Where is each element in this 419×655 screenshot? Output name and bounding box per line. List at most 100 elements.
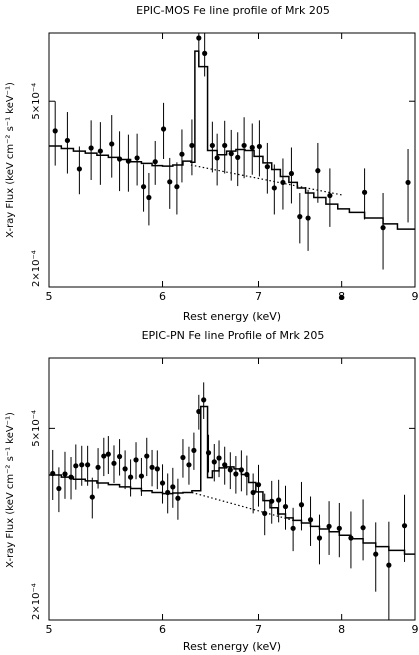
- data-point: [262, 510, 268, 516]
- data-point: [127, 474, 134, 480]
- data-point: [175, 495, 181, 501]
- data-point: [360, 525, 366, 531]
- data-point: [202, 50, 208, 56]
- data-point: [361, 189, 368, 195]
- data-point: [160, 126, 167, 132]
- data-point: [144, 453, 150, 459]
- x-tick-label: 9: [412, 290, 419, 303]
- data-point: [154, 466, 160, 472]
- data-point: [152, 159, 158, 165]
- data-point: [149, 464, 155, 470]
- data-point: [64, 137, 71, 144]
- x-tick-label: 5: [46, 290, 53, 303]
- data-point: [316, 535, 323, 541]
- data-point: [109, 141, 115, 147]
- plot-frame: [48, 357, 416, 621]
- data-point: [196, 35, 202, 41]
- x-tick-label: 5: [46, 623, 53, 636]
- data-point: [180, 454, 186, 461]
- data-point: [227, 467, 233, 473]
- x-axis-label: Rest energy (keV): [183, 640, 281, 653]
- data-point: [288, 170, 295, 177]
- data-point: [140, 184, 147, 190]
- data-point: [271, 185, 277, 191]
- data-point: [101, 453, 107, 459]
- continuum-dotted-line: [191, 491, 294, 521]
- data-point: [228, 151, 234, 157]
- data-point: [280, 179, 286, 186]
- data-point: [214, 155, 220, 161]
- y-tick-label: 2×10⁻⁴: [31, 583, 42, 620]
- data-point: [305, 215, 311, 221]
- data-point: [401, 523, 408, 529]
- data-point: [373, 551, 379, 557]
- x-tick-label: 7: [255, 290, 262, 303]
- data-point: [264, 164, 270, 170]
- data-point: [56, 485, 62, 492]
- data-point: [179, 151, 185, 157]
- x-tick-label: 8: [338, 623, 345, 636]
- y-axis-label: X-ray Flux (keV cm⁻² s⁻¹ keV⁻¹): [5, 412, 16, 568]
- data-point: [146, 194, 152, 201]
- data-point: [89, 494, 95, 500]
- data-point: [216, 455, 222, 461]
- data-point: [233, 471, 239, 477]
- data-point: [191, 447, 197, 454]
- y-tick-label: 5×10⁻⁴: [31, 410, 42, 447]
- data-point: [250, 489, 256, 496]
- data-point: [255, 482, 262, 488]
- data-point: [97, 148, 103, 154]
- data-point: [159, 480, 166, 486]
- plot-frame: [48, 32, 416, 288]
- data-point: [380, 225, 386, 231]
- data-point: [138, 473, 145, 479]
- data-point: [327, 192, 333, 199]
- chart-panel-pn: EPIC-PN Fe line Profile of Mrk 205 5 6 7 8 9…: [5, 329, 419, 653]
- data-point: [62, 471, 68, 477]
- data-point: [79, 462, 85, 468]
- data-point: [73, 463, 79, 469]
- data-point: [76, 166, 82, 172]
- data-point: [116, 453, 123, 460]
- data-point: [186, 462, 192, 468]
- data-point: [95, 464, 101, 470]
- y-tick-label: 2×10⁻⁴: [31, 250, 42, 287]
- data-point: [88, 145, 94, 151]
- x-tick-label: 7: [255, 623, 262, 636]
- data-point: [307, 517, 314, 523]
- data-point: [249, 144, 255, 151]
- chart-title: EPIC-MOS Fe line profile of Mrk 205: [136, 4, 330, 17]
- data-point: [122, 466, 128, 472]
- data-point: [105, 451, 111, 457]
- data-point: [133, 457, 139, 463]
- data-point: [339, 294, 345, 300]
- data-point: [170, 484, 176, 490]
- data-point: [111, 460, 117, 466]
- y-tick-label: 5×10⁻⁴: [31, 83, 42, 120]
- data-point: [209, 142, 215, 149]
- model-step-line: [49, 405, 415, 555]
- data-point: [189, 142, 195, 149]
- continuum-dotted-line: [190, 164, 342, 196]
- data-point: [297, 214, 303, 220]
- chart-title: EPIC-PN Fe line Profile of Mrk 205: [142, 329, 325, 342]
- x-tick-label: 9: [412, 623, 419, 636]
- data-point: [241, 142, 247, 149]
- data-point: [326, 523, 332, 529]
- x-tick-label: 6: [159, 290, 166, 303]
- data-point: [222, 142, 228, 149]
- data-point: [336, 525, 342, 531]
- data-point: [211, 459, 217, 465]
- data-point: [276, 497, 282, 503]
- data-point: [256, 143, 263, 150]
- data-point: [167, 179, 173, 185]
- data-point: [134, 155, 140, 161]
- data-point: [174, 184, 180, 190]
- data-point: [201, 397, 207, 403]
- model-step-line: [49, 50, 415, 230]
- data-point: [298, 502, 305, 508]
- data-point: [205, 450, 212, 456]
